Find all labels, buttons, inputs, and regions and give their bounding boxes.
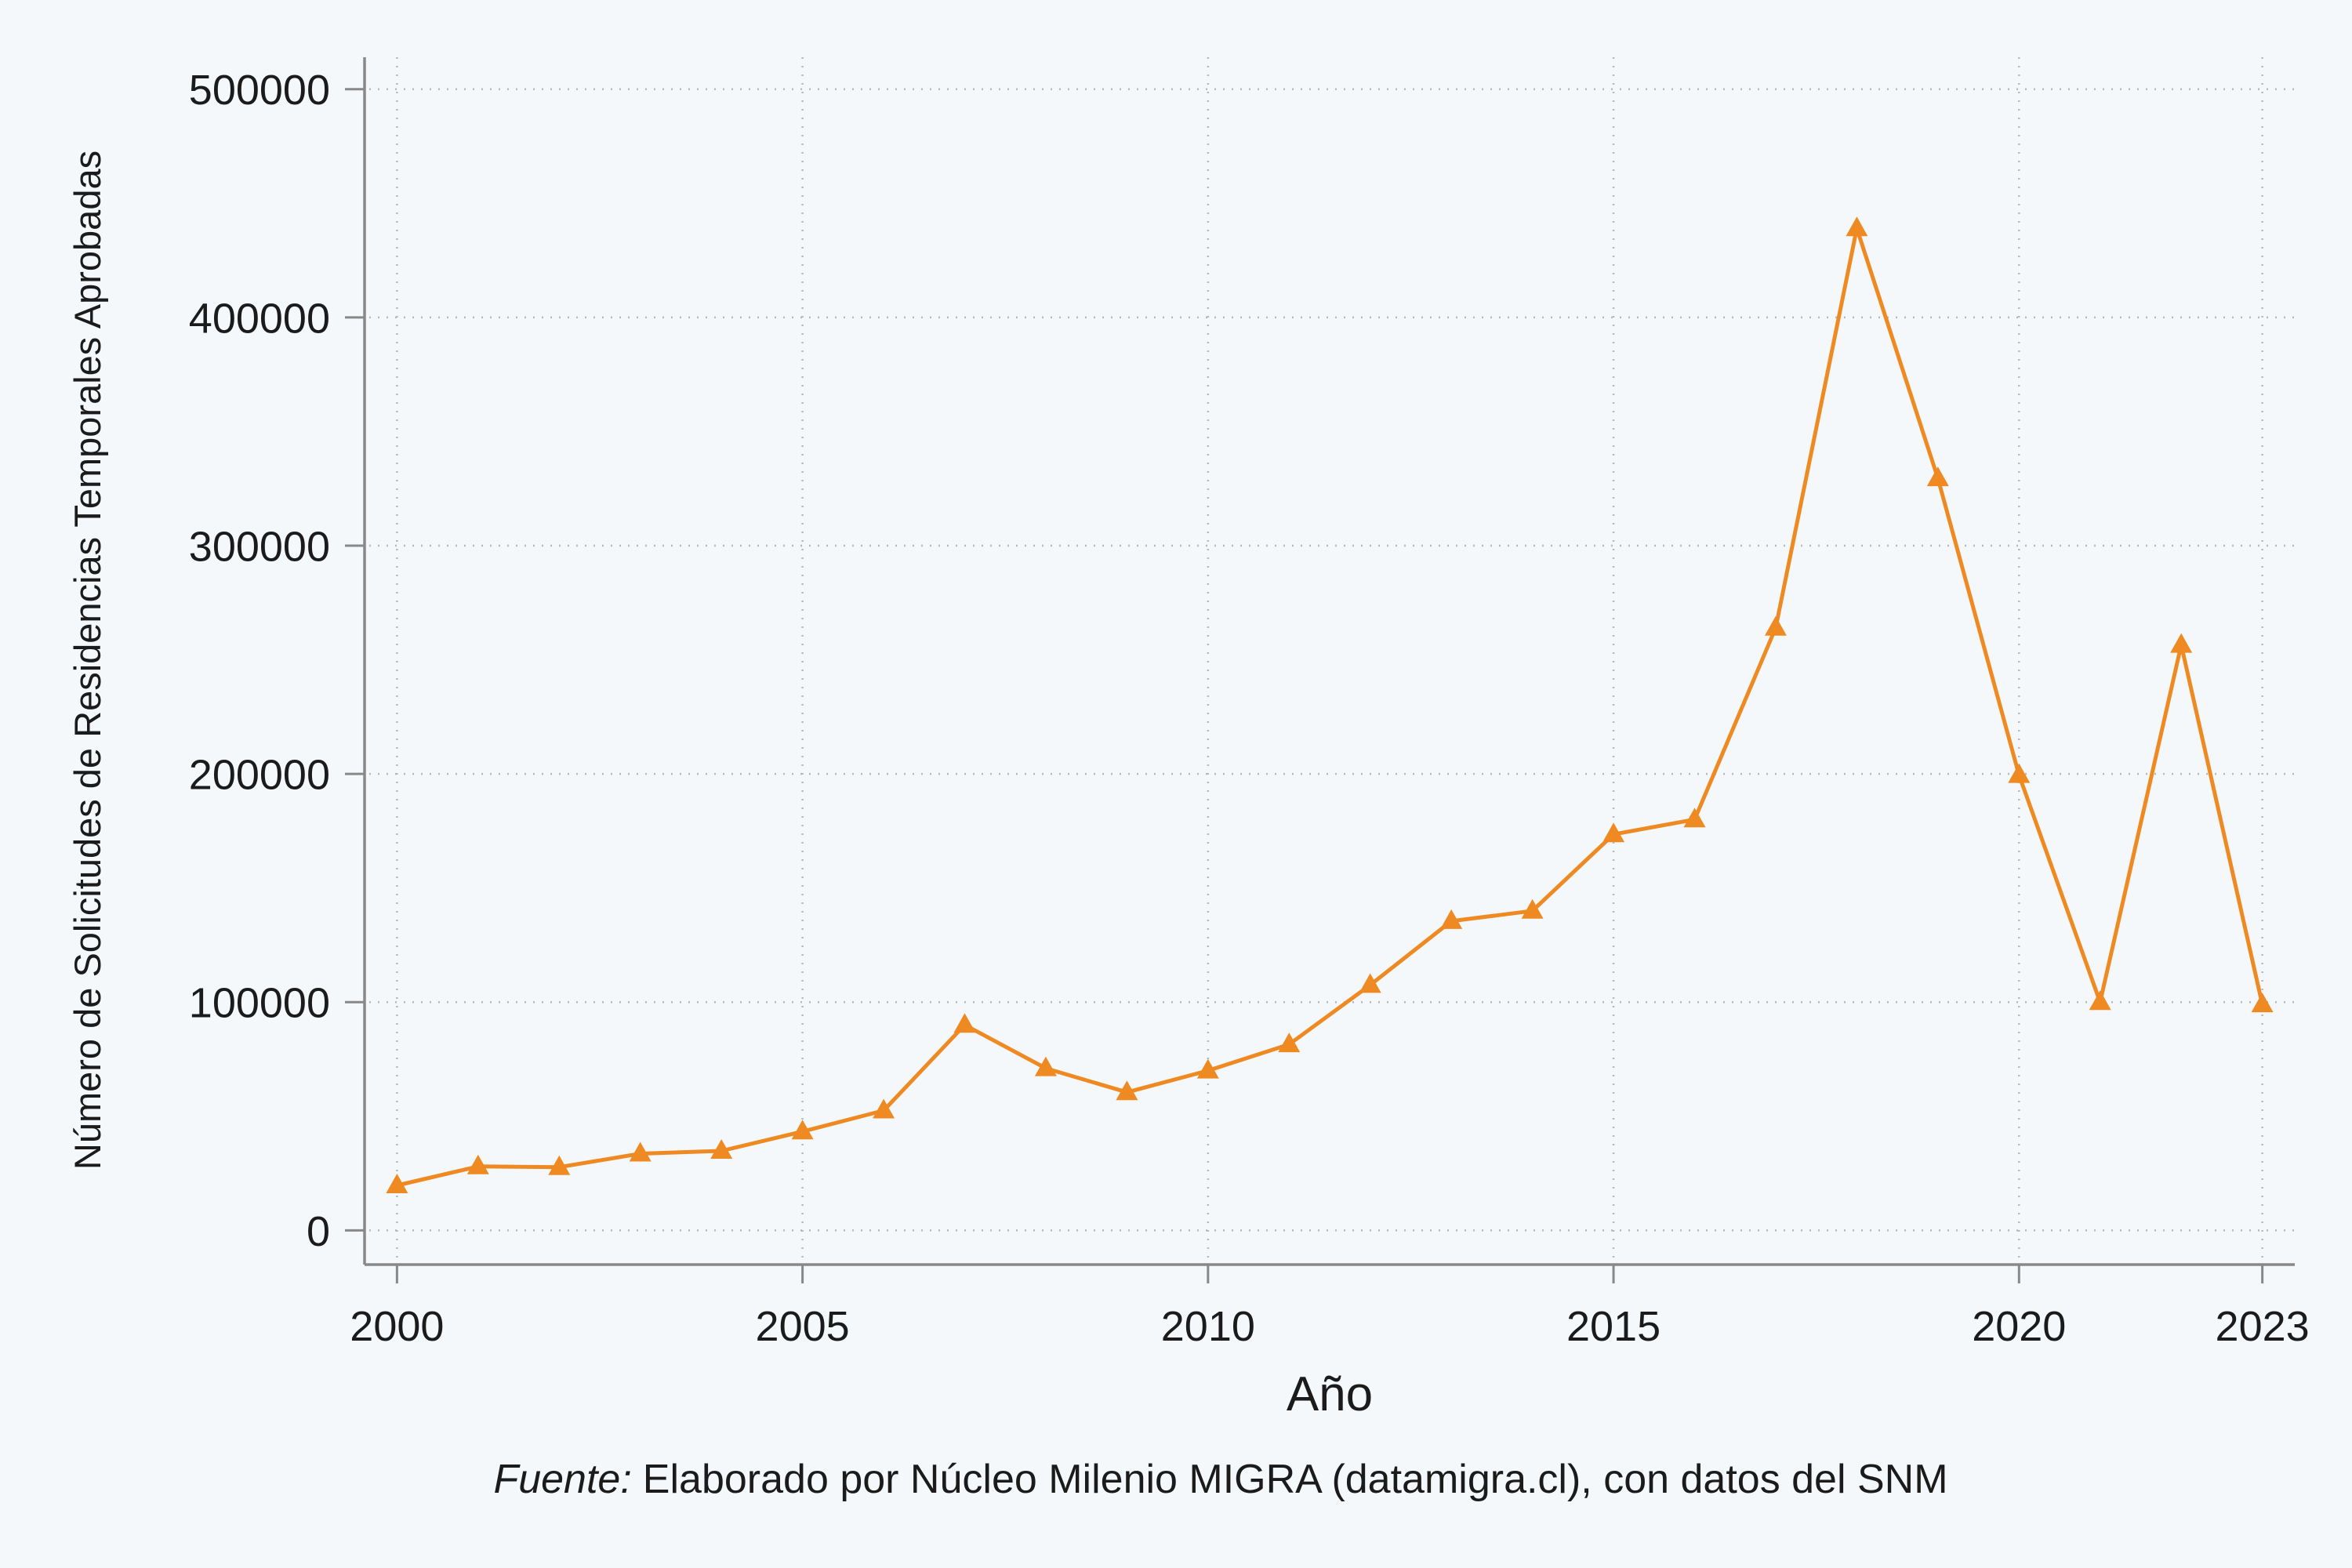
y-tick-labels: 0 100000 200000 300000 400000 500000 (189, 67, 330, 1255)
data-point-marker (2008, 763, 2031, 783)
gridlines (369, 57, 2295, 1260)
data-point-marker (386, 1174, 408, 1193)
y-tick-label: 200000 (189, 752, 330, 799)
x-tick-label: 2020 (1972, 1303, 2066, 1350)
data-point-marker (873, 1098, 895, 1119)
data-point-marker (629, 1142, 652, 1162)
data-point-marker (1278, 1033, 1301, 1053)
data-point-marker (1116, 1080, 1138, 1101)
x-tick-label: 2023 (2216, 1303, 2310, 1350)
x-tick-label: 2010 (1161, 1303, 1255, 1350)
y-axis-title: Número de Solicitudes de Residencias Tem… (67, 151, 108, 1170)
series-markers (386, 216, 2274, 1193)
data-point-marker (1683, 808, 1706, 828)
data-point-marker (1846, 216, 1868, 237)
data-point-marker (466, 1154, 489, 1174)
data-point-marker (953, 1013, 976, 1033)
data-point-marker (1602, 822, 1625, 843)
y-tick-label: 400000 (189, 295, 330, 342)
source-label: Fuente: (493, 1457, 631, 1502)
data-point-marker (1034, 1056, 1057, 1076)
data-point-marker (2170, 633, 2193, 653)
y-tick-label: 0 (307, 1208, 330, 1255)
x-tick-label: 2005 (756, 1303, 850, 1350)
source-text: Elaborado por Núcleo Milenio MIGRA (data… (643, 1457, 1948, 1502)
data-point-marker (1196, 1058, 1219, 1079)
y-tick-label: 100000 (189, 980, 330, 1027)
data-point-marker (2089, 990, 2111, 1011)
series-line (396, 226, 2265, 1188)
axes (345, 57, 2295, 1283)
source-note: Fuente: Elaborado por Núcleo Milenio MIGR… (493, 1457, 1947, 1502)
x-axis-title: Año (1287, 1367, 1373, 1421)
x-tick-label: 2015 (1566, 1303, 1661, 1350)
data-point-marker (1764, 615, 1787, 636)
data-point-marker (710, 1139, 733, 1159)
data-point-marker (548, 1155, 571, 1175)
data-point-marker (791, 1120, 814, 1140)
y-tick-label: 500000 (189, 67, 330, 114)
data-point-marker (1440, 909, 1463, 929)
data-point-marker (1521, 898, 1544, 919)
x-tick-label: 2000 (350, 1303, 444, 1350)
data-point-marker (2251, 993, 2274, 1013)
data-point-marker (1359, 973, 1381, 993)
x-tick-labels: 2000 2005 2010 2015 2020 2023 (350, 1303, 2309, 1350)
data-point-marker (1926, 466, 1949, 487)
y-tick-label: 300000 (189, 523, 330, 570)
